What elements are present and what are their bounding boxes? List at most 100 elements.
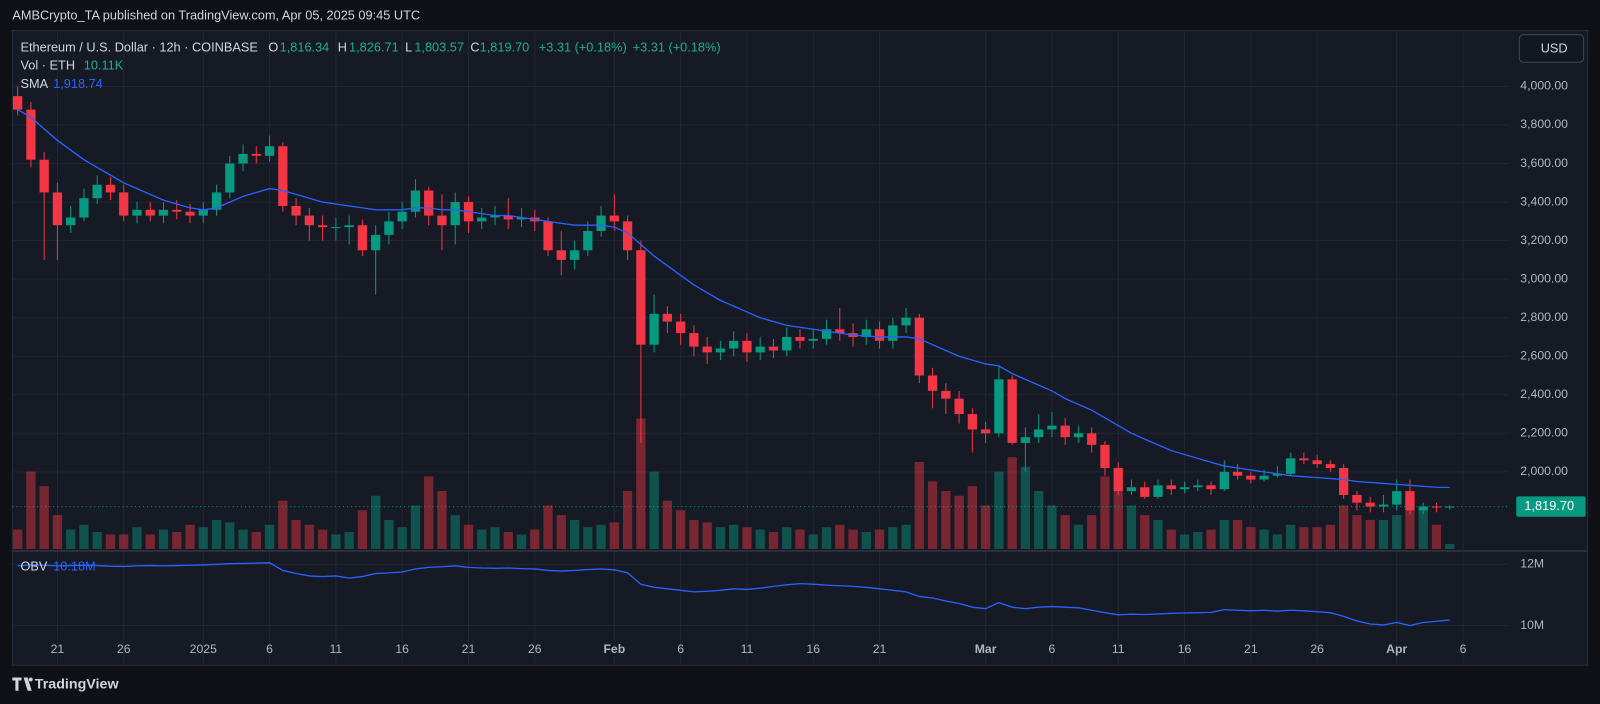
candle-body xyxy=(583,230,593,251)
x-tick-label: 6 xyxy=(266,642,273,656)
y-tick-label: 2,200.00 xyxy=(1520,426,1568,440)
last-price-label: 1,819.70 xyxy=(1524,498,1574,513)
candle-body xyxy=(715,348,726,353)
y-tick-label: 3,400.00 xyxy=(1520,194,1568,208)
change: +3.31 (+0.18%) xyxy=(633,39,721,54)
candle-body xyxy=(1405,491,1415,511)
volume-bar xyxy=(1219,519,1229,549)
volume-bar xyxy=(1047,505,1057,549)
candle-body xyxy=(1339,467,1349,495)
volume-bar xyxy=(782,527,792,549)
candle-body xyxy=(901,317,911,326)
volume-bar xyxy=(158,529,169,549)
volume-bar xyxy=(185,524,195,549)
volume-bar xyxy=(1392,515,1402,549)
candle-body xyxy=(317,225,328,228)
volume-bar xyxy=(715,527,726,549)
candle-body xyxy=(609,215,619,222)
volume-bar xyxy=(1060,515,1070,549)
candle-body xyxy=(1299,458,1309,461)
ohlc-value: 1,826.71 xyxy=(349,39,399,54)
candle-body xyxy=(1259,475,1269,480)
volume-bar xyxy=(742,527,752,549)
x-tick-label: 11 xyxy=(741,642,754,656)
candle-body xyxy=(1193,485,1203,488)
candle-body xyxy=(1246,475,1256,480)
volume-bar xyxy=(874,529,885,549)
volume-bar xyxy=(1378,519,1389,549)
volume-bar xyxy=(676,510,686,549)
candle-body xyxy=(1418,506,1428,511)
x-tick-label: 21 xyxy=(51,642,65,656)
volume-bar xyxy=(1418,510,1428,549)
logo xyxy=(12,677,33,691)
x-tick-label: 11 xyxy=(330,642,343,656)
volume-bar xyxy=(291,519,301,549)
candle-body xyxy=(569,250,580,260)
candle-body xyxy=(410,190,421,212)
volume-bar xyxy=(583,527,593,549)
volume-bar xyxy=(543,505,553,549)
candle-body xyxy=(676,321,686,334)
candle-body xyxy=(941,390,951,399)
volume-bar xyxy=(119,534,129,549)
symbol: Ethereum / U.S. Dollar · 12h · COINBASE xyxy=(20,39,257,54)
candle-body xyxy=(1087,433,1097,445)
candle-body xyxy=(357,225,368,251)
candle-body xyxy=(437,215,447,226)
volume-bar xyxy=(609,522,619,549)
volume-bar xyxy=(490,527,500,549)
volume-bar xyxy=(1272,534,1282,549)
candle-body xyxy=(835,329,845,334)
volume-bar xyxy=(994,471,1004,549)
volume-bar xyxy=(26,471,36,549)
candle-body xyxy=(768,346,779,351)
candle-body xyxy=(516,217,527,220)
volume-bar xyxy=(397,527,407,549)
currency-button[interactable] xyxy=(1518,34,1585,63)
candle-body xyxy=(1140,487,1150,497)
x-tick-label: 11 xyxy=(1112,642,1125,656)
candle-body xyxy=(490,215,500,218)
candle-body xyxy=(861,329,871,337)
candle-body xyxy=(1352,494,1362,503)
candle-body xyxy=(397,211,407,222)
volume-bar xyxy=(662,500,673,549)
volume-bar xyxy=(304,524,315,549)
volume-bar xyxy=(795,529,805,549)
volume-bar xyxy=(424,476,434,549)
candle-body xyxy=(225,163,235,193)
publish-info: AMBCrypto_TA published on TradingView.co… xyxy=(12,8,420,23)
ohlc-value: 1,803.57 xyxy=(414,39,464,54)
candle-body xyxy=(1007,379,1017,443)
candle-body xyxy=(172,209,182,212)
volume-value: 10.11K xyxy=(84,58,124,73)
x-tick-label: 21 xyxy=(873,642,887,656)
grid xyxy=(12,30,1509,666)
volume-bar xyxy=(1020,466,1031,549)
volume-bar xyxy=(901,524,911,549)
candle-body xyxy=(331,227,341,229)
candle-body xyxy=(1126,487,1137,492)
candle-body xyxy=(304,215,315,226)
volume-bar xyxy=(503,532,513,549)
volume-bar xyxy=(1034,490,1044,549)
volume-bar xyxy=(1445,544,1455,549)
y-tick-label: 3,200.00 xyxy=(1520,233,1568,247)
volume-bar xyxy=(861,532,871,549)
volume-bar xyxy=(1299,527,1309,549)
candle-body xyxy=(450,202,460,226)
volume-bar xyxy=(1325,524,1336,549)
y-tick-label: 3,600.00 xyxy=(1520,156,1568,170)
candle-body xyxy=(1179,487,1190,490)
candle-body xyxy=(66,217,76,226)
candle-body xyxy=(1325,464,1336,468)
volume-bar xyxy=(1087,515,1097,549)
volume-bar xyxy=(1007,457,1017,549)
x-tick-label: 16 xyxy=(395,642,409,656)
currency[interactable]: USD xyxy=(1541,40,1568,55)
volume-bar xyxy=(835,524,845,549)
candle-body xyxy=(596,215,606,231)
volume-bar xyxy=(344,532,354,549)
volume-bar xyxy=(1285,524,1296,549)
